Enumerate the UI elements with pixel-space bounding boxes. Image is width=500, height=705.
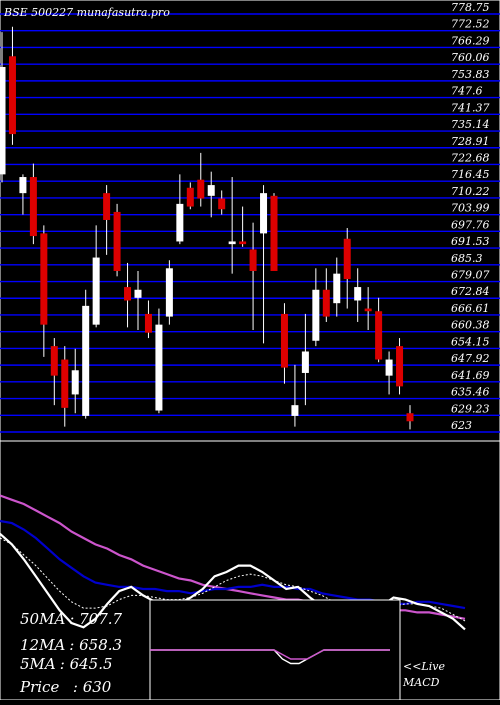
candle-body: [249, 249, 257, 271]
candle-body: [176, 203, 184, 242]
candle-body: [375, 311, 383, 360]
y-tick-label: 722.68: [451, 151, 490, 164]
candle-body: [71, 370, 79, 395]
candle-body: [396, 346, 404, 387]
candle-body: [186, 187, 194, 207]
y-tick-label: 685.3: [451, 252, 483, 265]
candle-body: [40, 233, 48, 325]
candle-body: [103, 193, 111, 220]
site-label: munafasutra.pro: [77, 6, 171, 19]
candle-body: [270, 195, 278, 271]
y-tick-label: 641.69: [451, 369, 490, 382]
candle-body: [82, 305, 90, 416]
price-panel: 778.75 772.52 766.29 760.06 753.83 747.6 741.3…: [0, 0, 500, 442]
candle-body: [364, 308, 372, 312]
y-tick-label: 766.29: [451, 34, 490, 47]
candle-body: [260, 193, 268, 234]
candlesticks: [0, 26, 414, 430]
macd-lines: [150, 649, 390, 665]
candle-body: [291, 405, 299, 416]
candle-body: [312, 289, 320, 341]
stat-12ma: 12MA: 658.3: [20, 636, 122, 654]
candle-body: [113, 211, 121, 271]
candle-body: [29, 177, 37, 237]
y-tick-label: 760.06: [451, 51, 490, 64]
y-tick-label: 647.92: [451, 352, 490, 365]
macd-line-1: [150, 649, 390, 660]
candle-body: [124, 287, 132, 301]
candle-body: [333, 273, 341, 304]
y-tick-label: 660.38: [451, 319, 490, 332]
candle-body: [354, 287, 362, 301]
y-tick-label: 747.6: [451, 85, 483, 98]
y-tick-label: 691.53: [451, 235, 490, 248]
symbol-label: BSE 500227: [3, 6, 73, 19]
price-axis-ticks: 778.75 772.52 766.29 760.06 753.83 747.6 741.3…: [451, 1, 490, 432]
candle-body: [343, 238, 351, 280]
y-tick-label: 735.14: [451, 118, 490, 131]
candle-body: [218, 198, 226, 210]
candle-body: [134, 289, 142, 298]
ma-stats: 50MA: 707.7 12MA: 658.3 5MA: 645.5 Price…: [19, 610, 123, 696]
candle-body: [155, 324, 163, 411]
candle-body: [322, 289, 330, 317]
candle-body: [385, 359, 393, 376]
stat-5ma: 5MA: 645.5: [20, 655, 113, 673]
y-tick-label: 778.75: [451, 1, 490, 14]
candle-body: [61, 359, 69, 408]
y-tick-label: 679.07: [451, 269, 490, 282]
macd-label-live: <<Live: [403, 660, 445, 673]
stat-50ma: 50MA: 707.7: [20, 610, 123, 628]
y-tick-label: 710.22: [451, 185, 490, 198]
candle-body: [144, 313, 152, 333]
candle-body: [19, 177, 27, 194]
candle-body: [165, 268, 173, 317]
candle-body: [207, 185, 215, 196]
candle-body: [92, 257, 100, 325]
y-tick-label: 635.46: [451, 386, 490, 399]
candle-body: [50, 346, 58, 376]
candle-body: [301, 351, 309, 373]
y-tick-label: 697.76: [451, 218, 490, 231]
stat-price: Price : 630: [19, 678, 112, 696]
candle-body: [406, 413, 414, 422]
y-tick-label: 741.37: [451, 101, 490, 114]
candle-body: [197, 179, 205, 199]
candle-body: [280, 313, 288, 368]
candle-body: [0, 67, 6, 175]
candle-body: [239, 241, 247, 245]
y-tick-label: 654.15: [451, 335, 490, 348]
y-tick-label: 753.83: [451, 68, 490, 81]
y-tick-label: 728.91: [451, 135, 490, 148]
y-tick-label: 672.84: [451, 285, 490, 298]
macd-panel: [149, 599, 401, 701]
y-tick-label: 666.61: [451, 302, 490, 315]
y-tick-label: 623: [451, 419, 472, 432]
candle-body: [228, 241, 236, 245]
candle-body: [8, 56, 16, 135]
y-tick-label: 703.99: [451, 202, 490, 215]
chart-title: BSE 500227 munafasutra.pro: [3, 6, 170, 19]
y-tick-label: 772.52: [451, 18, 490, 31]
y-tick-label: 629.23: [451, 402, 490, 415]
y-tick-label: 716.45: [451, 168, 490, 181]
macd-label-title: MACD: [402, 676, 440, 689]
